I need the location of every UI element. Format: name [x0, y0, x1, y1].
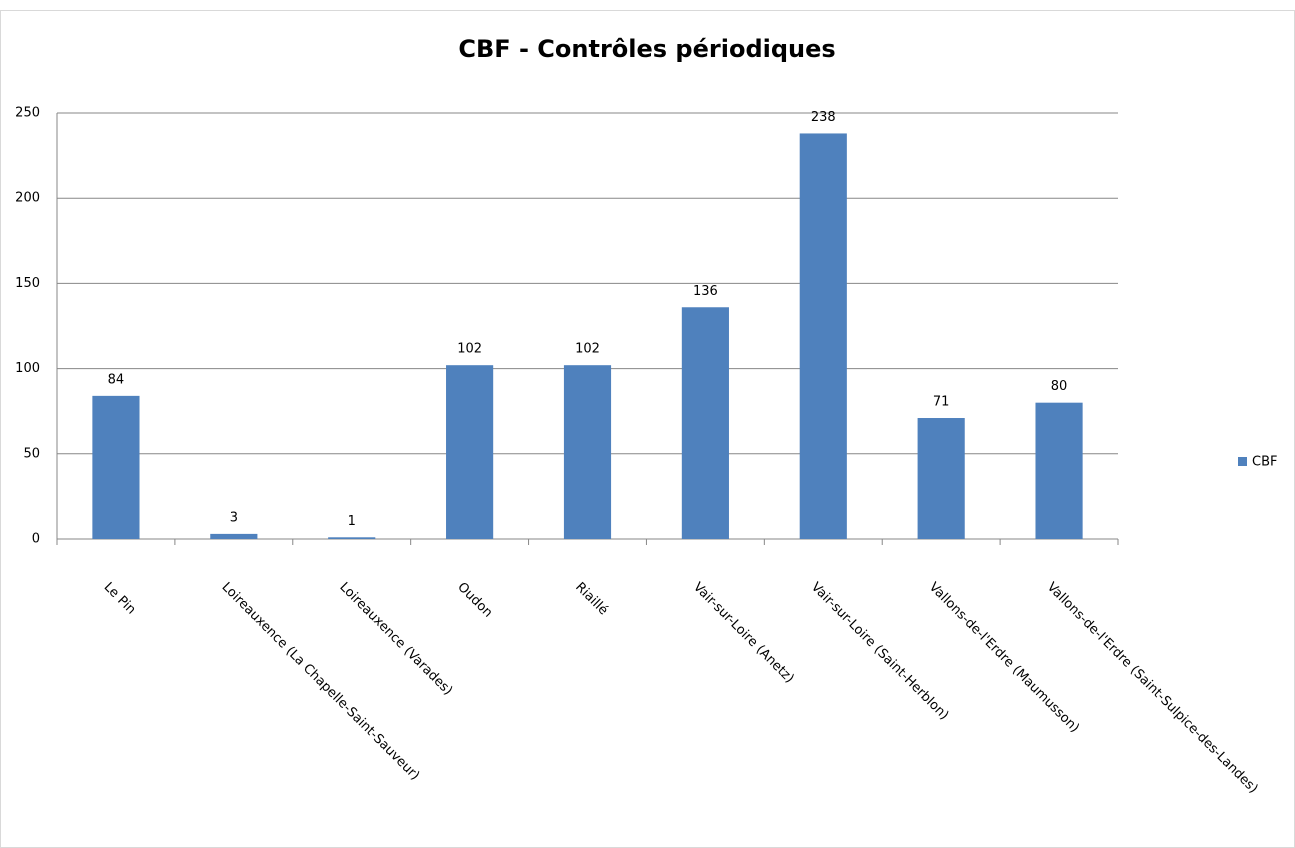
data-label: 3: [230, 510, 238, 525]
y-tick-label: 0: [32, 532, 40, 547]
y-tick-label: 200: [15, 191, 40, 206]
y-tick-label: 250: [15, 106, 40, 121]
bar: [446, 365, 494, 539]
y-tick-label: 150: [15, 276, 40, 291]
legend-swatch: [1238, 457, 1247, 466]
data-label: 80: [1051, 379, 1068, 394]
x-tick-label: Vair-sur-Loire (Anetz): [690, 580, 797, 687]
bar: [917, 418, 965, 539]
x-tick-label: Loireauxence (Varades): [336, 580, 455, 699]
x-tick-label: Oudon: [454, 580, 495, 621]
data-label: 136: [693, 284, 718, 299]
x-tick-label: Vallons-de-l'Erdre (Saint-Sulpice-des-La…: [1044, 580, 1261, 797]
bar: [799, 133, 847, 539]
x-tick-label: Loireauxence (La Chapelle-Saint-Sauveur): [219, 580, 423, 784]
data-label: 238: [811, 110, 836, 125]
data-label: 1: [348, 514, 356, 529]
bar: [563, 365, 612, 539]
data-label: 84: [108, 372, 125, 387]
x-tick-label: Le Pin: [101, 580, 139, 618]
bar: [210, 533, 258, 539]
bar: [1035, 402, 1083, 539]
chart-title: CBF - Contrôles périodiques: [458, 35, 835, 63]
bar: [328, 537, 376, 539]
legend-label: CBF: [1252, 455, 1277, 470]
data-label: 71: [933, 395, 950, 410]
data-label: 102: [457, 342, 482, 357]
bar: [681, 307, 729, 539]
data-label: 102: [575, 342, 600, 357]
x-tick-label: Vair-sur-Loire (Saint-Herblon): [808, 580, 951, 723]
x-tick-label: Riaillé: [572, 580, 611, 619]
bar: [92, 395, 140, 539]
y-tick-label: 50: [23, 446, 40, 461]
chart-frame: [0, 10, 1295, 848]
y-tick-label: 100: [15, 361, 40, 376]
